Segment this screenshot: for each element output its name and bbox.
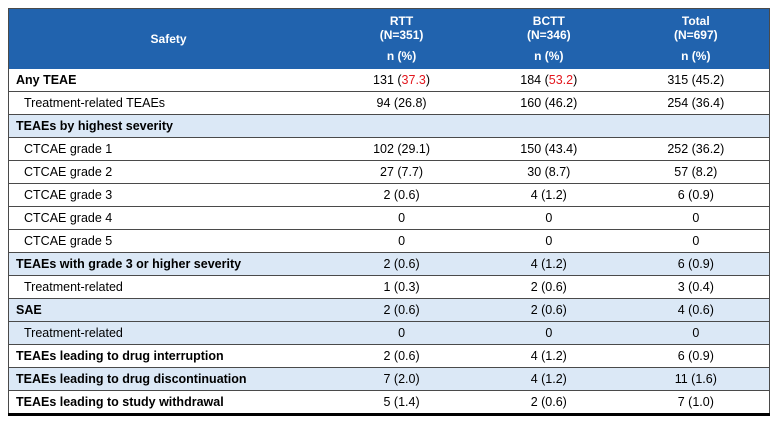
value-cell: 4 (1.2) (474, 367, 623, 391)
column-subheader-n-pct: n (%) (534, 49, 564, 63)
value-cell (328, 114, 475, 138)
table-row: Any TEAE 131 (37.3) 184 (53.2) 315 (45.2) (8, 69, 770, 92)
value-cell: 3 (0.4) (622, 275, 770, 299)
value-cell: 6 (0.9) (622, 344, 770, 368)
column-header-rtt: RTT (N=351) n (%) (328, 8, 475, 69)
value-cell: 254 (36.4) (622, 91, 770, 115)
value-cell: 0 (474, 206, 623, 230)
value-cell: 7 (1.0) (622, 390, 770, 415)
table-row: TEAEs leading to drug discontinuation 7 (… (8, 367, 770, 391)
column-n-count: (N=351) (379, 28, 424, 42)
highlighted-percentage: 53.2 (548, 73, 574, 87)
table-row: Treatment-related TEAEs 94 (26.8) 160 (46.… (8, 91, 770, 115)
value-cell: 57 (8.2) (622, 160, 770, 184)
value-cell: 4 (1.2) (474, 183, 623, 207)
table-row: CTCAE grade 1 102 (29.1) 150 (43.4) 252 (36… (8, 137, 770, 161)
row-label: Treatment-related (8, 321, 329, 345)
table-row: CTCAE grade 2 27 (7.7) 30 (8.7) 57 (8.2) (8, 160, 770, 184)
value-cell: 0 (622, 321, 770, 345)
value-cell: 6 (0.9) (622, 183, 770, 207)
value-cell: 0 (328, 229, 475, 253)
value-cell: 2 (0.6) (328, 252, 475, 276)
value-cell: 0 (622, 206, 770, 230)
highlighted-percentage: 37.3 (401, 73, 426, 87)
value-cell: 0 (622, 229, 770, 253)
column-header-total: Total (N=697) n (%) (622, 8, 770, 69)
value-cell: 0 (474, 229, 623, 253)
table-body: Any TEAE 131 (37.3) 184 (53.2) 315 (45.2) Tr… (8, 69, 770, 415)
row-label: TEAEs leading to drug discontinuation (8, 367, 329, 391)
value-cell: 0 (474, 321, 623, 345)
row-label: CTCAE grade 5 (8, 229, 329, 253)
header-row: Safety RTT (N=351) n (%) BCTT (N=346) n (%) To… (8, 8, 770, 69)
column-n-count: (N=697) (673, 28, 718, 42)
table-header: Safety RTT (N=351) n (%) BCTT (N=346) n (%) To… (8, 8, 770, 69)
value-cell: 2 (0.6) (474, 390, 623, 415)
table-row: SAE 2 (0.6) 2 (0.6) 4 (0.6) (8, 298, 770, 322)
value-cell: 4 (1.2) (474, 344, 623, 368)
value-cell: 160 (46.2) (474, 91, 623, 115)
column-n-count: (N=346) (526, 28, 571, 42)
value-cell: 2 (0.6) (328, 183, 475, 207)
column-subheader-n-pct: n (%) (681, 49, 711, 63)
table-row: TEAEs leading to drug interruption 2 (0.6… (8, 344, 770, 368)
column-header-bctt: BCTT (N=346) n (%) (474, 8, 623, 69)
value-cell (622, 114, 770, 138)
value-cell: 2 (0.6) (474, 275, 623, 299)
column-name: BCTT (532, 14, 565, 28)
value-cell: 11 (1.6) (622, 367, 770, 391)
value-cell: 0 (328, 321, 475, 345)
value-cell: 7 (2.0) (328, 367, 475, 391)
value-cell: 252 (36.2) (622, 137, 770, 161)
column-header-safety: Safety (8, 8, 329, 69)
row-label: Treatment-related (8, 275, 329, 299)
column-subheader-n-pct: n (%) (386, 49, 417, 63)
column-name: Total (681, 14, 710, 28)
table-row: TEAEs with grade 3 or higher severity 2 (… (8, 252, 770, 276)
value-cell: 4 (1.2) (474, 252, 623, 276)
row-label: Treatment-related TEAEs (8, 91, 329, 115)
value-cell: 27 (7.7) (328, 160, 475, 184)
row-label: CTCAE grade 2 (8, 160, 329, 184)
value-cell: 2 (0.6) (328, 298, 475, 322)
value-cell: 2 (0.6) (328, 344, 475, 368)
value-cell: 5 (1.4) (328, 390, 475, 415)
row-label: TEAEs leading to study withdrawal (8, 390, 329, 415)
value-cell: 102 (29.1) (328, 137, 475, 161)
safety-table: Safety RTT (N=351) n (%) BCTT (N=346) n (%) To… (8, 8, 770, 416)
value-cell: 150 (43.4) (474, 137, 623, 161)
row-label: Any TEAE (8, 69, 329, 92)
value-cell: 0 (328, 206, 475, 230)
value-cell: 315 (45.2) (622, 69, 770, 92)
value-cell: 184 (53.2) (474, 69, 623, 92)
table-row: Treatment-related 1 (0.3) 2 (0.6) 3 (0.4) (8, 275, 770, 299)
table-row: Treatment-related 0 0 0 (8, 321, 770, 345)
value-cell: 6 (0.9) (622, 252, 770, 276)
column-name: RTT (389, 14, 414, 28)
table-row: TEAEs leading to study withdrawal 5 (1.4)… (8, 390, 770, 415)
row-label: TEAEs by highest severity (8, 114, 329, 138)
value-cell: 131 (37.3) (328, 69, 475, 92)
value-cell: 2 (0.6) (474, 298, 623, 322)
value-cell: 94 (26.8) (328, 91, 475, 115)
row-label: CTCAE grade 4 (8, 206, 329, 230)
row-label: CTCAE grade 1 (8, 137, 329, 161)
row-label: TEAEs with grade 3 or higher severity (8, 252, 329, 276)
value-cell (474, 114, 623, 138)
value-cell: 4 (0.6) (622, 298, 770, 322)
row-label: CTCAE grade 3 (8, 183, 329, 207)
table-row: TEAEs by highest severity (8, 114, 770, 138)
value-cell: 30 (8.7) (474, 160, 623, 184)
row-label: SAE (8, 298, 329, 322)
row-label: TEAEs leading to drug interruption (8, 344, 329, 368)
value-cell: 1 (0.3) (328, 275, 475, 299)
